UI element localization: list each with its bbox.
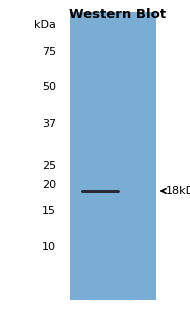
Text: 37: 37 — [42, 119, 56, 129]
Text: 25: 25 — [42, 161, 56, 171]
Text: kDa: kDa — [34, 20, 56, 30]
Text: Western Blot: Western Blot — [69, 8, 166, 21]
Text: 18kDa: 18kDa — [166, 186, 190, 196]
Text: 75: 75 — [42, 47, 56, 57]
Bar — [70, 12, 156, 300]
Text: 20: 20 — [42, 180, 56, 190]
Text: 10: 10 — [42, 242, 56, 252]
Text: 50: 50 — [42, 82, 56, 91]
Text: 15: 15 — [42, 206, 56, 216]
